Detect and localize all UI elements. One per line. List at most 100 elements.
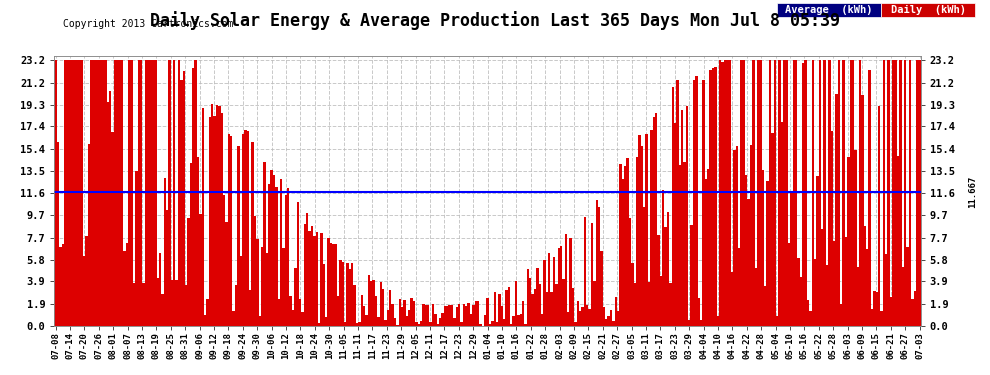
Bar <box>325 317 328 326</box>
Bar <box>163 178 166 326</box>
Bar <box>752 60 754 326</box>
Bar <box>209 117 211 326</box>
Bar <box>439 318 442 326</box>
Bar <box>340 260 342 326</box>
Bar <box>729 60 731 326</box>
Bar <box>348 269 351 326</box>
Bar <box>154 60 156 326</box>
Bar <box>477 301 479 326</box>
Bar <box>824 60 826 326</box>
Bar <box>242 134 245 326</box>
Bar <box>76 60 78 326</box>
Bar <box>285 195 287 326</box>
Bar <box>387 310 389 326</box>
Bar <box>56 142 59 326</box>
Bar <box>840 304 842 326</box>
Bar <box>522 301 525 326</box>
Bar <box>572 288 574 326</box>
Bar <box>861 95 863 326</box>
Text: 11.667: 11.667 <box>968 176 977 209</box>
Bar <box>175 280 178 326</box>
Bar <box>603 307 605 326</box>
Bar <box>605 319 608 326</box>
Bar <box>396 325 399 326</box>
Bar <box>304 224 306 326</box>
Bar <box>517 315 520 326</box>
Bar <box>370 281 372 326</box>
Bar <box>470 314 472 326</box>
Bar <box>652 117 655 326</box>
Bar <box>757 60 759 326</box>
Bar <box>887 60 890 326</box>
Bar <box>467 303 470 326</box>
Bar <box>537 268 539 326</box>
Bar <box>904 60 907 326</box>
Bar <box>147 60 149 326</box>
Bar <box>809 311 812 326</box>
Bar <box>180 81 182 326</box>
Bar <box>399 298 401 326</box>
Bar <box>465 306 467 326</box>
Bar <box>71 60 73 326</box>
Bar <box>306 213 309 326</box>
Bar <box>712 68 714 326</box>
Bar <box>515 281 517 326</box>
Bar <box>363 306 365 326</box>
Bar <box>520 314 522 326</box>
Bar <box>80 60 83 326</box>
Bar <box>194 60 197 326</box>
Bar <box>351 262 353 326</box>
Bar <box>337 296 340 326</box>
Bar <box>555 284 557 326</box>
Bar <box>503 319 505 326</box>
Bar <box>202 108 204 326</box>
Bar <box>88 144 90 326</box>
Bar <box>226 222 228 326</box>
Bar <box>907 247 909 326</box>
Bar <box>919 60 921 326</box>
Bar <box>797 258 800 326</box>
Bar <box>335 244 337 326</box>
Bar <box>569 238 572 326</box>
Bar <box>64 60 66 326</box>
Bar <box>645 134 647 326</box>
Bar <box>707 169 710 326</box>
Bar <box>415 322 418 326</box>
Bar <box>781 122 783 326</box>
Bar <box>145 60 147 326</box>
Bar <box>831 131 833 326</box>
Bar <box>140 60 143 326</box>
Bar <box>182 71 185 326</box>
Bar <box>394 318 396 326</box>
Bar <box>579 311 581 326</box>
Bar <box>890 297 892 326</box>
Bar <box>408 310 411 326</box>
Bar <box>92 60 95 326</box>
Bar <box>702 81 705 326</box>
Bar <box>289 296 292 326</box>
Bar <box>344 322 346 326</box>
Bar <box>567 312 569 326</box>
Bar <box>156 278 158 326</box>
Bar <box>805 60 807 326</box>
Bar <box>187 218 190 326</box>
Bar <box>627 158 629 326</box>
Bar <box>403 300 406 326</box>
Bar <box>365 315 367 326</box>
Bar <box>493 292 496 326</box>
Bar <box>719 60 722 326</box>
Bar <box>854 150 856 326</box>
Bar <box>690 225 693 326</box>
Bar <box>238 146 240 326</box>
Bar <box>323 264 325 326</box>
Bar <box>119 60 121 326</box>
Bar <box>411 298 413 326</box>
Bar <box>484 315 486 326</box>
Bar <box>178 60 180 326</box>
Bar <box>204 315 206 326</box>
Bar <box>401 307 403 326</box>
Bar <box>612 321 615 326</box>
Bar <box>425 305 427 326</box>
Bar <box>562 279 564 326</box>
Bar <box>717 316 719 326</box>
